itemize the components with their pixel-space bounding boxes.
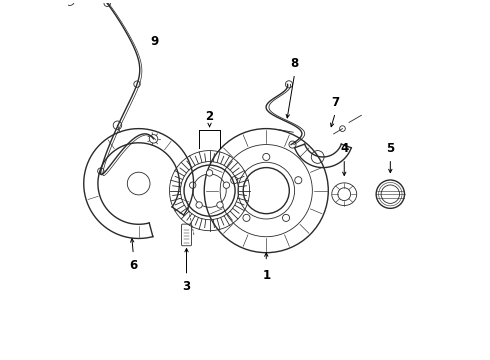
Circle shape (223, 182, 230, 188)
Circle shape (196, 202, 202, 208)
Text: 9: 9 (150, 35, 159, 48)
Text: 1: 1 (262, 269, 270, 282)
Text: 3: 3 (182, 280, 191, 293)
Circle shape (217, 202, 223, 208)
Circle shape (190, 182, 196, 188)
Text: 8: 8 (291, 57, 299, 69)
Text: 6: 6 (129, 258, 138, 271)
Text: 5: 5 (386, 141, 394, 154)
Circle shape (206, 170, 213, 176)
Text: 7: 7 (331, 95, 340, 108)
Text: 4: 4 (340, 141, 348, 154)
Text: 2: 2 (205, 110, 214, 123)
